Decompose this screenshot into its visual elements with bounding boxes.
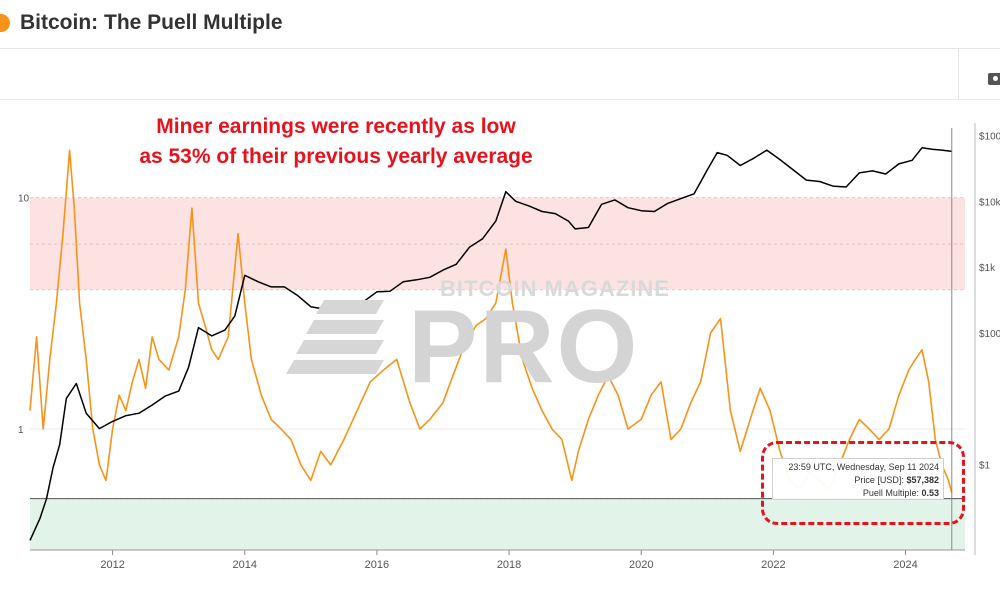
tooltip-time: 23:59 UTC, Wednesday, Sep 11 2024 (788, 462, 939, 472)
price-line (29, 147, 952, 541)
tooltip-price-label: Price [USD]: (854, 475, 904, 485)
y-left-tick-label: 10 (18, 194, 30, 205)
chart-tooltip: 23:59 UTC, Wednesday, Sep 11 2024 Price … (772, 458, 944, 500)
x-tick-label: 2014 (233, 559, 257, 571)
y-right-tick-label: $1k (979, 263, 996, 274)
tooltip-price-row: Price [USD]: $57,382 (777, 474, 939, 487)
tooltip-puell-row: Puell Multiple: 0.53 (777, 487, 939, 500)
bitcoin-logo-icon (0, 14, 10, 32)
highlight-box (761, 441, 965, 525)
y-right-tick-label: $100 (979, 329, 1000, 340)
annotation-line-2: as 53% of their previous yearly average (139, 145, 533, 168)
x-tick-label: 2012 (100, 559, 124, 571)
page-title: Bitcoin: The Puell Multiple (20, 11, 283, 34)
tooltip-puell-value: 0.53 (921, 488, 939, 498)
camera-icon[interactable] (988, 73, 1000, 85)
puell-multiple-chart: 2012 2014 2016 2018 2020 2022 2024 10 1 $100 $10k $… (18, 123, 1000, 571)
y-right-tick-label: $10k (979, 197, 1000, 208)
y-left-tick-label: 1 (18, 425, 24, 436)
annotation-text: Miner earnings were recently as low as 5… (100, 112, 572, 172)
x-tick-label: 2018 (497, 559, 521, 571)
toolbar-divider (958, 49, 959, 99)
chart-toolbar (0, 49, 1000, 100)
x-tick-label: 2020 (629, 559, 653, 571)
y-right-tick-label: $100 (979, 131, 1000, 142)
x-tick-label: 2016 (365, 559, 389, 571)
annotation-line-1: Miner earnings were recently as low (156, 115, 516, 138)
y-right-tick-label: $1 (979, 460, 991, 471)
page-header: Bitcoin: The Puell Multiple (0, 0, 1000, 49)
tooltip-puell-label: Puell Multiple: (862, 488, 919, 498)
x-tick-label: 2024 (893, 559, 917, 571)
x-tick-label: 2022 (761, 559, 785, 571)
tooltip-price-value: $57,382 (906, 475, 939, 485)
